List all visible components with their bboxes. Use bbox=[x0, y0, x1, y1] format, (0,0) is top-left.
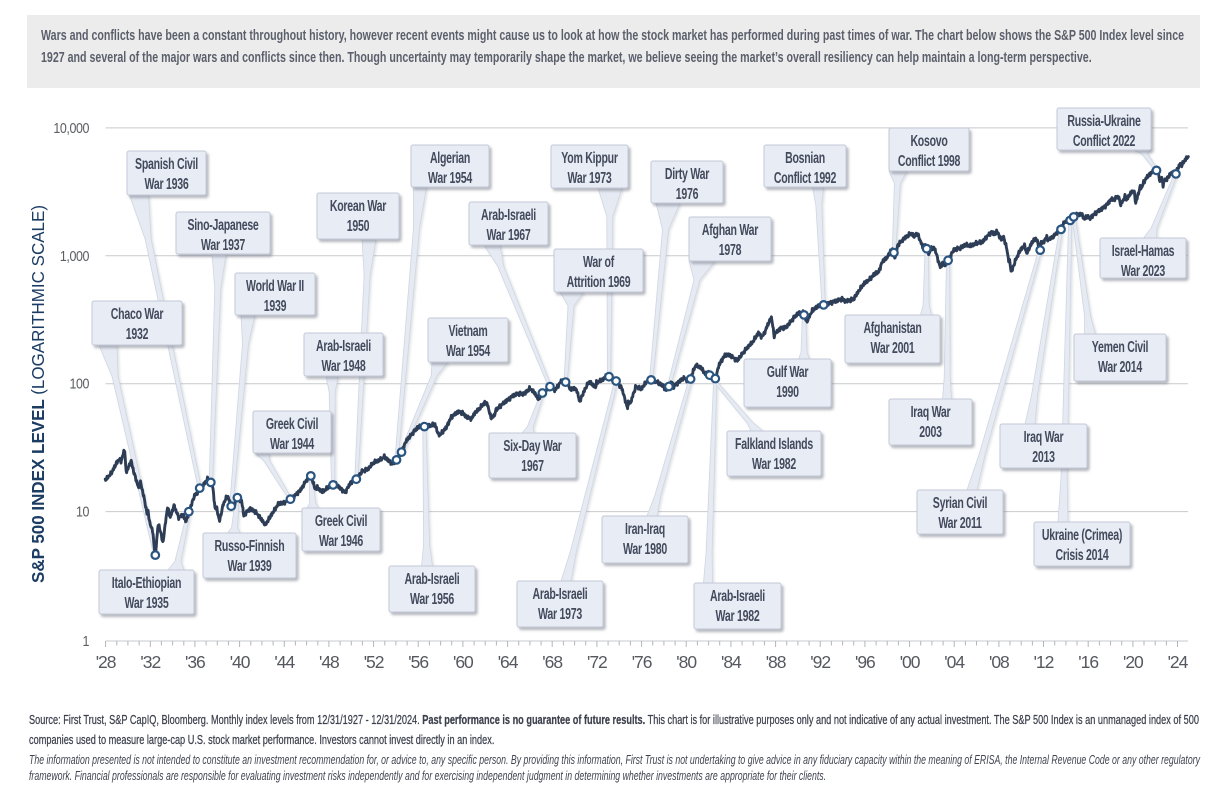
svg-text:War 1956: War 1956 bbox=[410, 591, 454, 608]
svg-text:Arab-Israeli: Arab-Israeli bbox=[533, 586, 588, 603]
svg-text:'96: '96 bbox=[855, 652, 875, 672]
svg-text:10: 10 bbox=[76, 504, 89, 521]
svg-text:War 1967: War 1967 bbox=[487, 227, 531, 244]
svg-text:Yom Kippur: Yom Kippur bbox=[561, 150, 618, 167]
svg-text:'68: '68 bbox=[542, 652, 562, 672]
svg-text:Conflict 1992: Conflict 1992 bbox=[774, 170, 837, 187]
svg-text:Afghan War: Afghan War bbox=[702, 222, 758, 239]
svg-text:Vietnam: Vietnam bbox=[449, 323, 488, 340]
svg-text:Dirty War: Dirty War bbox=[665, 166, 709, 183]
svg-text:Kosovo: Kosovo bbox=[910, 133, 948, 150]
svg-text:Conflict 2022: Conflict 2022 bbox=[1073, 133, 1136, 150]
svg-text:'92: '92 bbox=[810, 652, 830, 672]
svg-text:'28: '28 bbox=[96, 652, 116, 672]
svg-text:Falkland Islands: Falkland Islands bbox=[735, 436, 813, 453]
svg-text:'80: '80 bbox=[676, 652, 697, 672]
svg-text:Sino-Japanese: Sino-Japanese bbox=[187, 217, 258, 234]
svg-text:2003: 2003 bbox=[919, 424, 942, 441]
svg-text:War 2001: War 2001 bbox=[871, 340, 915, 357]
svg-text:Iraq War: Iraq War bbox=[911, 404, 951, 421]
svg-text:1978: 1978 bbox=[719, 242, 742, 259]
svg-text:100: 100 bbox=[70, 376, 90, 393]
svg-text:'36: '36 bbox=[185, 652, 205, 672]
svg-text:1950: 1950 bbox=[347, 218, 370, 235]
svg-text:Greek Civil: Greek Civil bbox=[315, 513, 367, 530]
svg-text:1967: 1967 bbox=[521, 458, 544, 475]
svg-text:War 1944: War 1944 bbox=[270, 436, 314, 453]
svg-text:Ukraine (Crimea): Ukraine (Crimea) bbox=[1042, 527, 1122, 544]
svg-text:War 1982: War 1982 bbox=[716, 608, 760, 625]
svg-text:Iran-Iraq: Iran-Iraq bbox=[625, 521, 665, 538]
svg-text:'88: '88 bbox=[766, 652, 786, 672]
svg-text:Korean War: Korean War bbox=[330, 198, 386, 215]
svg-text:'64: '64 bbox=[498, 652, 519, 672]
svg-text:'56: '56 bbox=[408, 652, 428, 672]
svg-text:'60: '60 bbox=[453, 652, 474, 672]
svg-text:Afghanistan: Afghanistan bbox=[863, 320, 921, 337]
svg-text:Gulf War: Gulf War bbox=[767, 364, 809, 381]
svg-text:'72: '72 bbox=[587, 652, 607, 672]
svg-text:1990: 1990 bbox=[776, 384, 799, 401]
svg-text:War 1939: War 1939 bbox=[228, 558, 272, 575]
svg-text:'08: '08 bbox=[989, 652, 1009, 672]
svg-text:'40: '40 bbox=[230, 652, 251, 672]
svg-text:Russia-Ukraine: Russia-Ukraine bbox=[1067, 113, 1141, 130]
svg-text:War 1980: War 1980 bbox=[623, 541, 667, 558]
svg-text:Six-Day War: Six-Day War bbox=[503, 438, 561, 455]
svg-text:S&P 500 INDEX LEVEL (LOGARITHM: S&P 500 INDEX LEVEL (LOGARITHMIC SCALE) bbox=[28, 205, 48, 583]
svg-text:War 1954: War 1954 bbox=[428, 170, 472, 187]
svg-text:War 1946: War 1946 bbox=[319, 533, 363, 550]
svg-text:War 1948: War 1948 bbox=[322, 358, 366, 375]
svg-text:War of: War of bbox=[583, 254, 615, 271]
svg-text:War 1935: War 1935 bbox=[125, 595, 169, 612]
svg-text:Arab-Israeli: Arab-Israeli bbox=[481, 207, 536, 224]
svg-text:Arab-Israeli: Arab-Israeli bbox=[316, 338, 371, 355]
svg-text:War 2014: War 2014 bbox=[1098, 359, 1142, 376]
svg-text:'76: '76 bbox=[632, 652, 652, 672]
svg-text:2013: 2013 bbox=[1032, 449, 1055, 466]
svg-text:Yemen Civil: Yemen Civil bbox=[1092, 339, 1148, 356]
svg-text:Iraq War: Iraq War bbox=[1024, 429, 1064, 446]
svg-text:Attrition 1969: Attrition 1969 bbox=[567, 274, 631, 291]
svg-text:Israel-Hamas: Israel-Hamas bbox=[1112, 243, 1175, 260]
svg-text:War 1954: War 1954 bbox=[446, 343, 490, 360]
svg-text:War 1982: War 1982 bbox=[752, 456, 796, 473]
svg-text:Italo-Ethiopian: Italo-Ethiopian bbox=[112, 575, 181, 592]
svg-text:'04: '04 bbox=[944, 652, 965, 672]
svg-text:'84: '84 bbox=[721, 652, 742, 672]
svg-text:'24: '24 bbox=[1168, 652, 1189, 672]
svg-text:Chaco War: Chaco War bbox=[111, 306, 164, 323]
svg-text:'12: '12 bbox=[1034, 652, 1054, 672]
svg-text:War 1936: War 1936 bbox=[145, 176, 189, 193]
svg-text:'32: '32 bbox=[140, 652, 160, 672]
svg-text:1976: 1976 bbox=[676, 186, 699, 203]
svg-text:Algerian: Algerian bbox=[430, 150, 470, 167]
svg-text:Bosnian: Bosnian bbox=[785, 150, 825, 167]
svg-text:'20: '20 bbox=[1123, 652, 1144, 672]
svg-text:'52: '52 bbox=[364, 652, 384, 672]
svg-text:1,000: 1,000 bbox=[60, 248, 89, 265]
svg-text:10,000: 10,000 bbox=[53, 120, 89, 137]
svg-text:1932: 1932 bbox=[126, 326, 149, 343]
svg-text:War 1973: War 1973 bbox=[568, 170, 612, 187]
svg-text:Arab-Israeli: Arab-Israeli bbox=[405, 571, 460, 588]
svg-text:Spanish Civil: Spanish Civil bbox=[135, 156, 198, 173]
svg-text:World War II: World War II bbox=[246, 278, 304, 295]
svg-text:War 1973: War 1973 bbox=[538, 606, 582, 623]
svg-text:War 1937: War 1937 bbox=[201, 237, 245, 254]
svg-text:Russo-Finnish: Russo-Finnish bbox=[215, 538, 285, 555]
svg-text:'48: '48 bbox=[319, 652, 339, 672]
svg-text:Crisis 2014: Crisis 2014 bbox=[1056, 547, 1109, 564]
svg-text:Arab-Israeli: Arab-Israeli bbox=[710, 588, 765, 605]
svg-text:'44: '44 bbox=[274, 652, 295, 672]
svg-text:'00: '00 bbox=[900, 652, 921, 672]
svg-text:War 2023: War 2023 bbox=[1121, 263, 1165, 280]
svg-text:1: 1 bbox=[83, 633, 90, 650]
svg-text:'16: '16 bbox=[1078, 652, 1098, 672]
svg-text:War 2011: War 2011 bbox=[938, 515, 982, 532]
svg-text:1939: 1939 bbox=[264, 298, 287, 315]
svg-text:Greek Civil: Greek Civil bbox=[266, 416, 318, 433]
svg-text:Syrian Civil: Syrian Civil bbox=[933, 495, 987, 512]
svg-text:Conflict 1998: Conflict 1998 bbox=[898, 153, 961, 170]
